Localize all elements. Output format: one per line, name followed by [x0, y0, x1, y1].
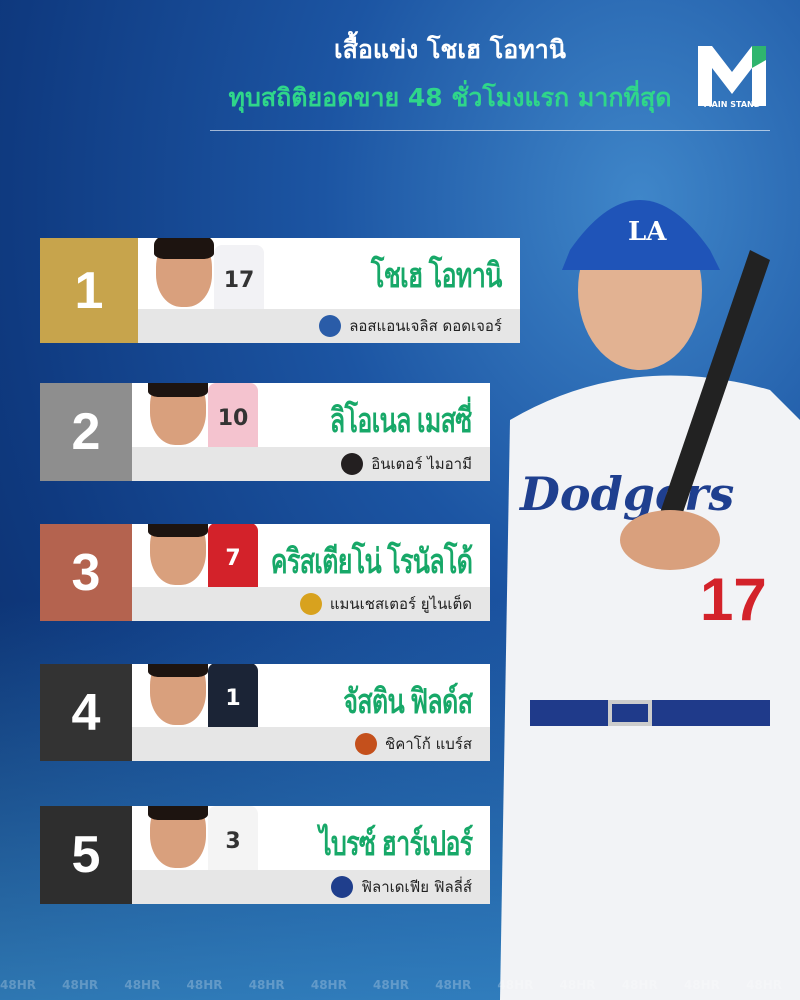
- player-hair: [154, 238, 214, 259]
- footer-watermark-text: 48HR: [621, 978, 658, 992]
- team-name: ชิคาโก้ แบร์ส: [385, 735, 472, 753]
- ranking-row: 1 17 โชเฮ โอทานิ ลอสแอนเจลิส ดอดเจอร์: [40, 238, 520, 343]
- player-card: 7 คริสเตียโน่ โรนัลโด้ แมนเชสเตอร์ ยูไนเ…: [132, 524, 490, 621]
- player-photo: 10: [146, 383, 258, 481]
- footer-watermark-text: 48HR: [310, 978, 347, 992]
- jersey-number: 17: [700, 566, 767, 633]
- player-hair: [148, 664, 208, 677]
- rank-badge: 5: [40, 806, 132, 904]
- footer-watermark-text: 48HR: [373, 978, 410, 992]
- footer-watermark-text: 48HR: [0, 978, 36, 992]
- player-hair: [148, 524, 208, 537]
- player-hair: [148, 806, 208, 820]
- team-strip: ชิคาโก้ แบร์ส: [132, 727, 490, 761]
- logo-text: MAIN STAND: [703, 100, 761, 109]
- player-photo: 7: [146, 524, 258, 621]
- rank-badge: 3: [40, 524, 132, 621]
- player-name: ลิโอเนล เมสซี่: [330, 402, 472, 440]
- jersey-text: Dodgers: [518, 467, 734, 521]
- player-jersey: 7: [208, 524, 258, 593]
- team-strip: ลอสแอนเจลิส ดอดเจอร์: [138, 309, 520, 343]
- team-strip: อินเตอร์ ไมอามี: [132, 447, 490, 481]
- player-name: จัสติน ฟิลด์ส: [343, 683, 473, 721]
- footer-watermark-text: 48HR: [62, 978, 99, 992]
- player-jersey: 3: [208, 806, 258, 876]
- player-jersey: 17: [214, 245, 264, 315]
- footer-watermark-text: 48HR: [559, 978, 596, 992]
- team-strip: แมนเชสเตอร์ ยูไนเต็ด: [132, 587, 490, 621]
- header-divider: [210, 130, 770, 131]
- player-card: 1 จัสติน ฟิลด์ส ชิคาโก้ แบร์ส: [132, 664, 490, 761]
- team-name: แมนเชสเตอร์ ยูไนเต็ด: [329, 595, 472, 613]
- team-logo-icon: [299, 593, 322, 615]
- ranking-row: 4 1 จัสติน ฟิลด์ส ชิคาโก้ แบร์ส: [40, 664, 490, 761]
- team-logo-icon: [319, 315, 342, 337]
- footer-watermark: 48HR 48HR 48HR 48HR 48HR 48HR 48HR 48HR …: [0, 978, 800, 992]
- footer-watermark-text: 48HR: [746, 978, 783, 992]
- page-subtitle: ทุบสถิติยอดขาย 48 ชั่วโมงแรก มากที่สุด: [228, 83, 672, 112]
- rank-badge: 4: [40, 664, 132, 761]
- hero-player-illustration: LA Dodgers 17: [500, 200, 800, 1000]
- player-photo: 3: [146, 806, 258, 904]
- player-name: โชเฮ โอทานิ: [371, 257, 502, 295]
- team-name: ฟิลาเดเฟีย ฟิลลี่ส์: [361, 878, 472, 896]
- ranking-row: 5 3 ไบรซ์ ฮาร์เปอร์ ฟิลาเดเฟีย ฟิลลี่ส์: [40, 806, 490, 904]
- player-jersey: 10: [208, 383, 258, 453]
- main-stand-logo: [698, 46, 766, 106]
- rank-badge: 2: [40, 383, 132, 481]
- player-card: 10 ลิโอเนล เมสซี่ อินเตอร์ ไมอามี: [132, 383, 490, 481]
- player-card: 3 ไบรซ์ ฮาร์เปอร์ ฟิลาเดเฟีย ฟิลลี่ส์: [132, 806, 490, 904]
- player-name: คริสเตียโน่ โรนัลโด้: [270, 543, 473, 581]
- footer-watermark-text: 48HR: [683, 978, 720, 992]
- footer-watermark-text: 48HR: [186, 978, 223, 992]
- footer-watermark-text: 48HR: [124, 978, 161, 992]
- player-name: ไบรซ์ ฮาร์เปอร์: [318, 825, 472, 863]
- player-photo: 1: [146, 664, 258, 761]
- cap-logo: LA: [628, 217, 667, 247]
- team-strip: ฟิลาเดเฟีย ฟิลลี่ส์: [132, 870, 490, 904]
- team-name: อินเตอร์ ไมอามี: [371, 455, 472, 473]
- team-name: ลอสแอนเจลิส ดอดเจอร์: [349, 317, 502, 335]
- footer-watermark-text: 48HR: [497, 978, 534, 992]
- ranking-row: 3 7 คริสเตียโน่ โรนัลโด้ แมนเชสเตอร์ ยูไ…: [40, 524, 490, 621]
- team-logo-icon: [341, 453, 364, 475]
- player-jersey: 1: [208, 664, 258, 733]
- footer-watermark-text: 48HR: [248, 978, 285, 992]
- page-title: เสื้อแข่ง โชเฮ โอทานิ: [334, 35, 566, 64]
- player-hair: [148, 383, 208, 397]
- ranking-row: 2 10 ลิโอเนล เมสซี่ อินเตอร์ ไมอามี: [40, 383, 490, 481]
- player-photo: 17: [152, 238, 264, 343]
- team-logo-icon: [331, 876, 354, 898]
- footer-watermark-text: 48HR: [435, 978, 472, 992]
- player-card: 17 โชเฮ โอทานิ ลอสแอนเจลิส ดอดเจอร์: [138, 238, 520, 343]
- team-logo-icon: [355, 733, 378, 755]
- rank-badge: 1: [40, 238, 138, 343]
